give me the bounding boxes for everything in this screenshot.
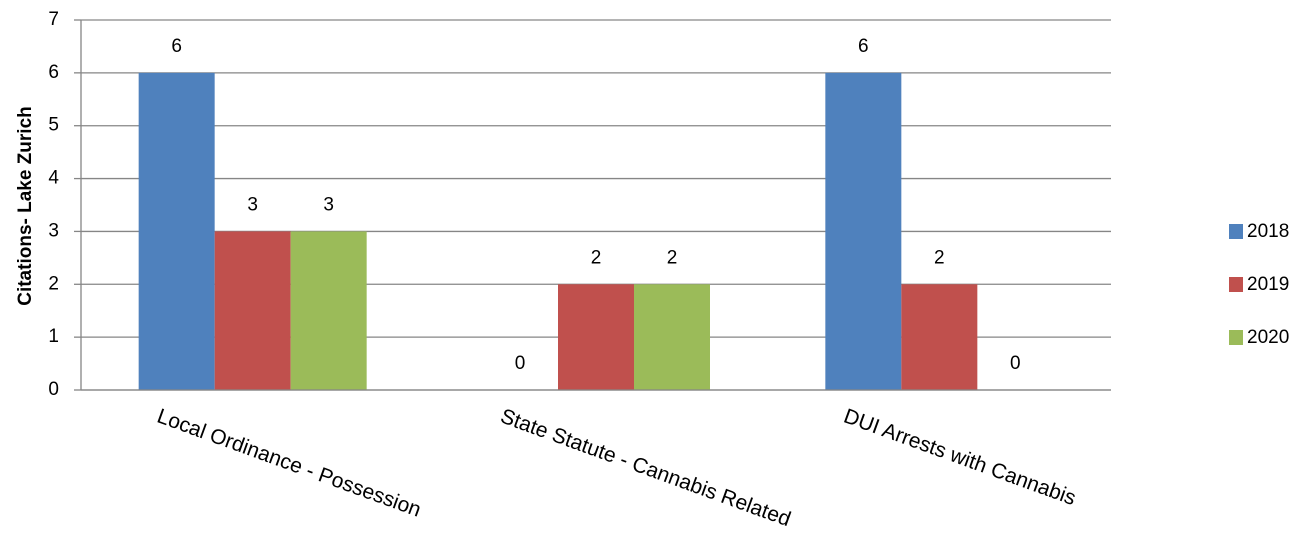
bars [138,72,978,390]
category-label: Local Ordinance - Possession [154,405,424,522]
bar-2020-1 [290,231,367,390]
legend-swatch-2019 [1229,277,1243,292]
y-axis-ticks: 0 1 2 3 4 5 6 7 [48,9,81,400]
legend-label-2019: 2019 [1247,274,1289,295]
legend-label-2020: 2020 [1247,327,1289,348]
data-label: 0 [1010,353,1021,374]
legend-swatch-2020 [1229,330,1243,345]
data-label: 2 [667,247,678,268]
y-tick-label: 1 [48,326,59,347]
y-tick-label: 0 [48,379,59,400]
bar-2018-3 [825,72,902,390]
bar-2019-3 [901,284,978,390]
y-tick-label: 4 [48,168,59,189]
legend-swatch-2018 [1229,224,1243,239]
bar-2019-2 [558,284,634,390]
y-tick-label: 3 [48,220,59,241]
data-label: 6 [858,36,869,57]
y-tick-label: 7 [48,9,59,30]
category-labels: Local Ordinance - Possession State Statut… [154,405,1079,532]
data-label: 3 [247,194,258,215]
category-label: DUI Arrests with Cannabis [841,405,1079,510]
category-label: State Statute - Cannabis Related [497,405,793,532]
data-label: 6 [171,36,182,57]
data-label: 2 [934,247,945,268]
y-tick-label: 6 [48,62,59,83]
data-labels: 6 0 6 3 2 2 3 2 0 [171,36,1020,374]
axes [80,20,1111,391]
data-label: 3 [323,194,334,215]
bar-2019-1 [214,231,291,390]
y-tick-label: 2 [48,273,59,294]
bar-2018-1 [138,72,215,390]
bar-2020-2 [634,284,710,390]
data-label: 0 [515,353,526,374]
legend-label-2018: 2018 [1247,221,1289,242]
data-label: 2 [591,247,602,268]
legend: 2018 2019 2020 [1229,221,1289,348]
y-tick-label: 5 [48,115,59,136]
y-axis-title: Citations- Lake Zurich [15,106,36,306]
